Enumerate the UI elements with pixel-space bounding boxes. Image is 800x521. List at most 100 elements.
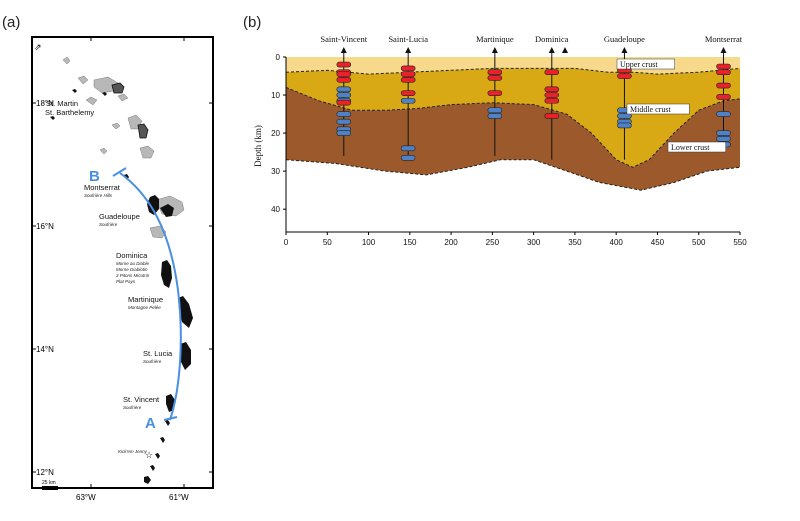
x-tick-label: 550 <box>733 238 747 247</box>
melt-lens <box>336 86 352 93</box>
melt-lens <box>336 77 352 83</box>
melt-lens <box>716 130 731 136</box>
melt-lens <box>336 61 352 68</box>
melt-lens <box>336 111 352 117</box>
melt-lens <box>617 73 632 79</box>
station-label: Saint-Vincent <box>320 34 367 44</box>
melt-lens <box>487 69 503 76</box>
melt-lens <box>544 113 560 119</box>
volcano-label: Plat Pays <box>116 279 136 284</box>
melt-lens <box>400 145 416 152</box>
layer-boundary <box>285 159 741 191</box>
melt-lens <box>716 82 731 89</box>
island-label: St. Vincent <box>123 395 160 404</box>
profile-line <box>119 172 182 421</box>
melt-lens <box>487 75 503 81</box>
melt-lens <box>716 111 731 117</box>
lat-label-14: 14°N <box>36 345 54 354</box>
volcano-label: Soufrière Hills <box>84 193 113 198</box>
melt-lens <box>336 99 352 106</box>
layer-label-box <box>626 103 690 115</box>
y-tick-label: 20 <box>271 129 280 138</box>
island-label: Dominica <box>116 251 148 260</box>
layer-label: Lower crust <box>671 143 710 152</box>
melt-lens <box>716 63 731 70</box>
volcano-label: Morne Diablotin <box>116 267 148 272</box>
x-tick-label: 400 <box>610 238 624 247</box>
north-arrow-icon: ⇗ <box>34 42 42 52</box>
island-label: Guadeloupe <box>99 212 140 221</box>
kick-em-jenny-star: ☆ <box>145 450 153 460</box>
panel-a-label: (a) <box>2 14 21 31</box>
lat-label-16: 16°N <box>36 222 54 231</box>
melt-lens <box>716 135 731 142</box>
x-tick-label: 450 <box>651 238 665 247</box>
scale-bar <box>42 486 58 490</box>
melt-lens <box>336 118 352 125</box>
melt-lens <box>400 77 416 83</box>
lon-label-63: 63°W <box>76 493 96 502</box>
station-arrow-icon <box>548 47 555 53</box>
volcano-label: Montagne Pelée <box>128 305 161 310</box>
map-frame <box>31 36 214 489</box>
melt-lens <box>617 113 632 119</box>
station-arrow-icon <box>562 47 569 53</box>
station-label: Guadeloupe <box>604 34 645 44</box>
lat-label-12: 12°N <box>36 468 54 477</box>
station-arrow-icon <box>720 47 727 53</box>
layer-label-box <box>667 141 726 153</box>
melt-lens <box>400 97 416 104</box>
lon-label-61: 61°W <box>169 493 189 502</box>
melt-lens <box>487 90 503 96</box>
x-tick-label: 150 <box>403 238 417 247</box>
station-arrow-icon <box>340 47 347 53</box>
volcano-label: Morne au Diable <box>116 261 150 266</box>
profile-start-label: A <box>145 415 156 432</box>
melt-lens <box>716 69 731 76</box>
station-arrow-icon <box>621 47 628 53</box>
volcano-label: 3 Pitons Micotrin <box>116 273 150 278</box>
volcano-label: Kick'em Jenny <box>118 449 148 454</box>
melt-lens <box>716 94 731 100</box>
volcano-label: Soufrière <box>99 222 118 227</box>
volcano-label: Soufrière <box>143 359 162 364</box>
x-tick-label: 50 <box>323 238 332 247</box>
melt-lens <box>400 71 416 77</box>
x-tick-label: 350 <box>568 238 582 247</box>
layer-boundary <box>285 86 741 168</box>
island-label: St. Barthelemy <box>45 108 94 117</box>
y-tick-label: 40 <box>271 205 280 214</box>
layer-label: Upper crust <box>620 60 658 69</box>
crust-section: 0 50 100 150 200 250 300 350 400 450 500 550 0 10 20 30… <box>253 34 747 247</box>
layer-label: Middle crust <box>630 105 671 114</box>
island-label: St. Lucia <box>143 349 173 358</box>
melt-lens <box>400 155 416 161</box>
x-tick-label: 500 <box>692 238 706 247</box>
x-tick-label: 300 <box>527 238 541 247</box>
station-arrow-icon <box>491 47 498 53</box>
profile-end-label: B <box>89 168 100 185</box>
layer-boundary <box>285 67 741 75</box>
station-label: Saint-Lucia <box>388 34 428 44</box>
melt-lens <box>400 65 416 72</box>
melt-lens <box>336 130 352 136</box>
station-label: Martinique <box>476 34 514 44</box>
island-label: Martinique <box>128 295 163 304</box>
x-tick-label: 250 <box>486 238 500 247</box>
melt-lens <box>544 69 560 76</box>
layer-label-box <box>616 58 675 70</box>
arc-map: ☆ B A 18°N 16°N 14°N 12°N 63°W 61°W 25 k… <box>31 36 214 502</box>
x-tick-label: 100 <box>362 238 376 247</box>
station-label: Dominica <box>535 34 569 44</box>
volcanic-islands <box>50 82 193 484</box>
melt-lens <box>544 86 560 93</box>
panel-b-label: (b) <box>243 14 262 31</box>
section-plot: 0 50 100 150 200 250 300 350 400 450 500 550 0 10 20 30… <box>271 34 747 247</box>
x-tick-label: 0 <box>284 238 289 247</box>
volcano-label: Soufrière <box>123 405 142 410</box>
melt-lens <box>544 97 560 104</box>
melt-lens <box>336 71 352 77</box>
y-axis-title: Depth (km) <box>253 125 263 167</box>
y-tick-label: 10 <box>271 91 280 100</box>
melt-lens <box>400 90 416 96</box>
